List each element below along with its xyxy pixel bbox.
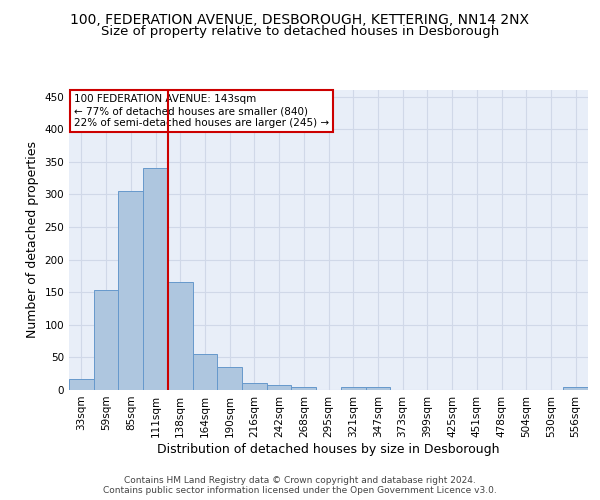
- Bar: [365, 386, 390, 390]
- Bar: [267, 386, 292, 390]
- Y-axis label: Number of detached properties: Number of detached properties: [26, 142, 39, 338]
- Bar: [292, 386, 316, 390]
- Text: 100 FEDERATION AVENUE: 143sqm
← 77% of detached houses are smaller (840)
22% of : 100 FEDERATION AVENUE: 143sqm ← 77% of d…: [74, 94, 329, 128]
- Text: 100, FEDERATION AVENUE, DESBOROUGH, KETTERING, NN14 2NX: 100, FEDERATION AVENUE, DESBOROUGH, KETT…: [71, 12, 530, 26]
- X-axis label: Distribution of detached houses by size in Desborough: Distribution of detached houses by size …: [157, 442, 500, 456]
- Bar: [242, 384, 267, 390]
- Bar: [168, 282, 193, 390]
- Bar: [69, 379, 94, 390]
- Bar: [563, 386, 588, 390]
- Text: Size of property relative to detached houses in Desborough: Size of property relative to detached ho…: [101, 25, 499, 38]
- Bar: [193, 354, 217, 390]
- Bar: [118, 191, 143, 390]
- Bar: [341, 386, 365, 390]
- Bar: [217, 367, 242, 390]
- Text: Contains public sector information licensed under the Open Government Licence v3: Contains public sector information licen…: [103, 486, 497, 495]
- Bar: [94, 290, 118, 390]
- Bar: [143, 168, 168, 390]
- Text: Contains HM Land Registry data © Crown copyright and database right 2024.: Contains HM Land Registry data © Crown c…: [124, 476, 476, 485]
